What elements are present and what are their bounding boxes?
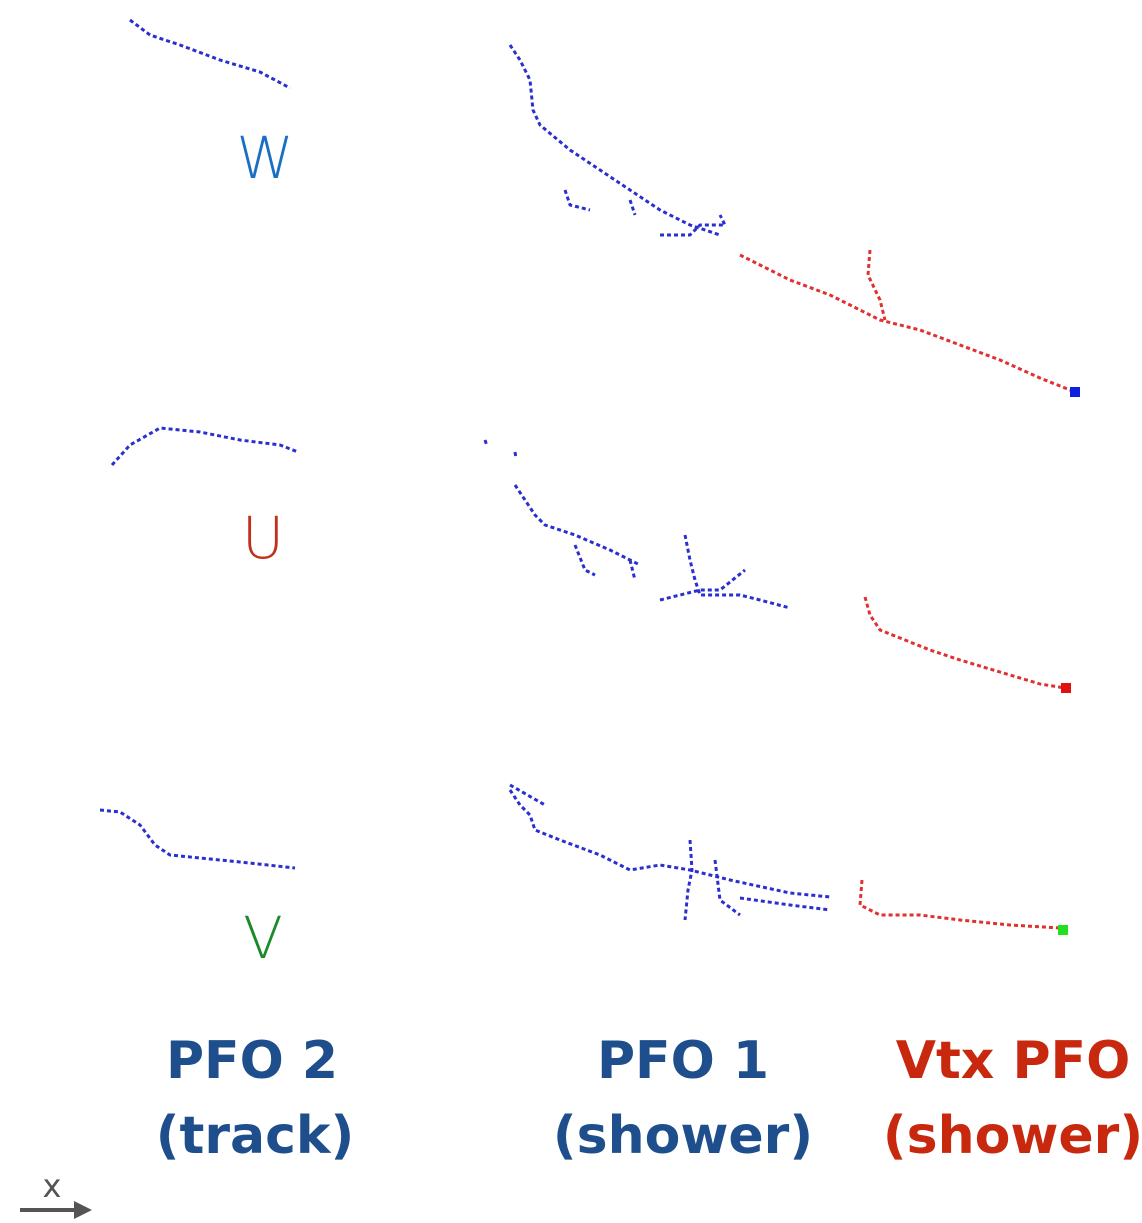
w-view-hits [130,20,1080,397]
view-label: V [243,904,283,972]
event-display: W U V PFO 2 (track) PFO 1 (shower) Vtx P… [0,0,1142,1223]
view-label: W [236,124,293,192]
pfo-name: Vtx PFO [896,1031,1131,1091]
view-label: U [242,504,284,572]
axis-label: x [43,1167,62,1205]
pfo-kind: (track) [156,1106,355,1166]
pfo-name: PFO 1 [597,1031,769,1091]
pfo-name: PFO 2 [166,1031,338,1091]
pfo-kind: (shower) [553,1106,813,1166]
pfo-kind: (shower) [883,1106,1142,1166]
